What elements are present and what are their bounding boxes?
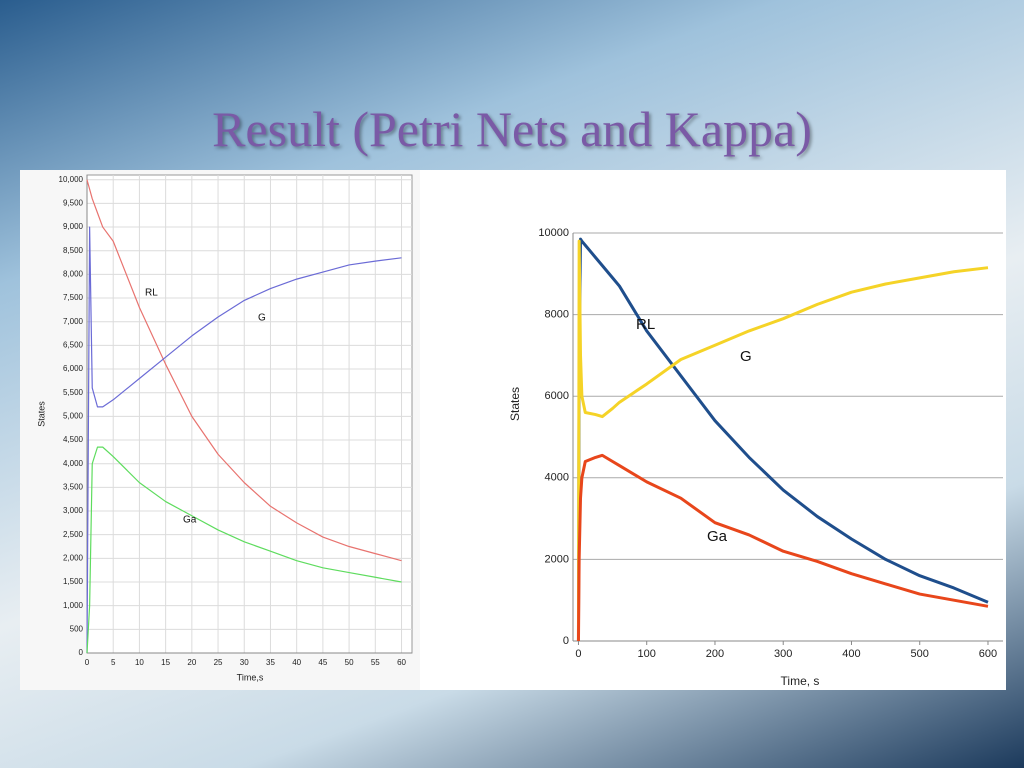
series-label: Ga [183, 515, 197, 526]
x-tick-label: 15 [161, 658, 170, 667]
y-tick-label: 5,500 [63, 388, 84, 397]
x-tick-label: 45 [318, 658, 327, 667]
x-tick-label: 400 [842, 648, 860, 660]
x-tick-label: 30 [240, 658, 249, 667]
y-tick-label: 9,500 [63, 199, 84, 208]
y-tick-label: 4,000 [63, 459, 84, 468]
series-line [86, 446, 402, 654]
y-tick-label: 4000 [545, 472, 569, 484]
x-tick-label: 60 [397, 658, 406, 667]
y-tick-label: 1,000 [63, 601, 84, 610]
x-tick-label: 500 [911, 648, 929, 660]
y-tick-label: 3,000 [63, 506, 84, 515]
y-tick-label: 6,000 [63, 364, 84, 373]
x-tick-label: 0 [85, 658, 90, 667]
y-tick-label: 7,500 [63, 293, 84, 302]
y-tick-label: 7,000 [63, 317, 84, 326]
series-line [576, 453, 989, 642]
y-tick-label: 8,500 [63, 246, 84, 255]
y-tick-label: 0 [79, 648, 84, 657]
series-line [86, 226, 402, 654]
x-tick-label: 50 [345, 658, 354, 667]
y-tick-label: 9,000 [63, 222, 84, 231]
y-tick-label: 6000 [545, 390, 569, 402]
y-tick-label: 5,000 [63, 411, 84, 420]
series-label: G [258, 313, 266, 324]
x-tick-label: 10 [135, 658, 144, 667]
y-tick-label: 2000 [545, 553, 569, 565]
y-axis-label: States [508, 387, 522, 421]
x-tick-label: 0 [575, 648, 581, 660]
y-tick-label: 1,500 [63, 577, 84, 586]
series-label: RL [636, 316, 655, 333]
series-line [576, 239, 989, 642]
x-tick-label: 100 [638, 648, 656, 660]
y-tick-label: 8000 [545, 309, 569, 321]
x-tick-label: 300 [774, 648, 792, 660]
series-line [86, 179, 402, 562]
y-tick-label: 500 [70, 624, 84, 633]
x-tick-label: 20 [187, 658, 196, 667]
y-tick-label: 10000 [538, 227, 569, 239]
x-axis-label: Time, s [781, 674, 820, 688]
x-axis-label: Time,s [237, 672, 264, 682]
right-panel [420, 170, 1006, 690]
y-tick-label: 0 [563, 635, 569, 647]
series-label: Ga [707, 528, 728, 545]
x-tick-label: 40 [292, 658, 301, 667]
y-axis-label: States [36, 401, 46, 427]
y-tick-label: 10,000 [59, 175, 84, 184]
series-line [576, 237, 989, 642]
y-tick-label: 8,000 [63, 269, 84, 278]
x-tick-label: 600 [979, 648, 997, 660]
y-tick-label: 6,500 [63, 340, 84, 349]
y-tick-label: 2,500 [63, 530, 84, 539]
y-tick-label: 4,500 [63, 435, 84, 444]
series-label: RL [145, 288, 158, 299]
x-tick-label: 55 [371, 658, 380, 667]
y-tick-label: 2,000 [63, 553, 84, 562]
slide-title: Result (Petri Nets and Kappa) [212, 101, 812, 157]
y-tick-label: 3,500 [63, 482, 84, 491]
x-tick-label: 35 [266, 658, 275, 667]
x-tick-label: 200 [706, 648, 724, 660]
x-tick-label: 5 [111, 658, 116, 667]
plot-area [86, 174, 413, 654]
x-tick-label: 25 [214, 658, 223, 667]
series-label: G [740, 348, 752, 365]
